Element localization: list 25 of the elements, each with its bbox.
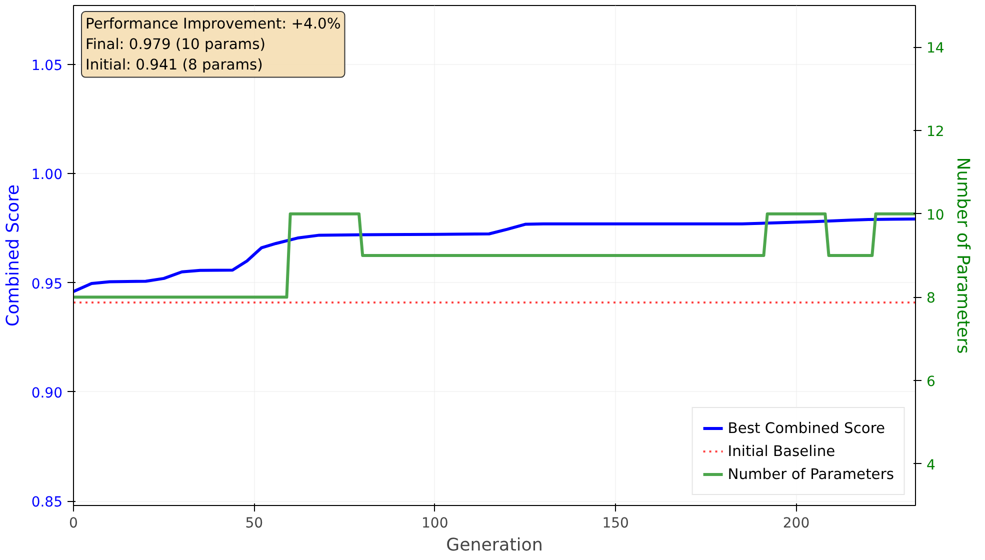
x-tick-label: 0 — [69, 516, 78, 532]
y-axis-title: Combined Score — [3, 184, 24, 327]
annotation: Final: 0.979 (10 params) — [86, 36, 266, 53]
legend-label: Initial Baseline — [728, 442, 836, 460]
annotation: Initial: 0.941 (8 params) — [86, 56, 263, 74]
x-tick-label: 50 — [245, 516, 264, 532]
y2-tick-label: 8 — [926, 290, 936, 307]
y2-axis-title: Number of Parameters — [952, 157, 972, 354]
y2-tick-label: 14 — [926, 40, 944, 57]
y2-tick-label: 12 — [926, 124, 944, 140]
legend-label: Best Combined Score — [728, 420, 886, 436]
y2-tick-label: 6 — [926, 374, 936, 390]
y2-tick-label: 4 — [926, 457, 936, 474]
y-tick-label: 0.95 — [31, 276, 62, 292]
y2-tick-label: 10 — [926, 207, 944, 224]
y-tick-label: 1.00 — [31, 167, 62, 184]
y-tick-label: 0.90 — [31, 385, 62, 402]
x-tick-label: 150 — [602, 516, 629, 532]
x-tick-label: 200 — [782, 516, 810, 532]
x-tick-label: 100 — [422, 516, 448, 532]
legend-label: Number of Parameters — [728, 466, 894, 482]
y-tick-label: 1.05 — [31, 58, 62, 74]
x-axis-title: Generation — [446, 536, 543, 556]
annotation: Performance Improvement: +4.0% — [86, 16, 341, 32]
y-tick-label: 0.85 — [31, 494, 62, 511]
